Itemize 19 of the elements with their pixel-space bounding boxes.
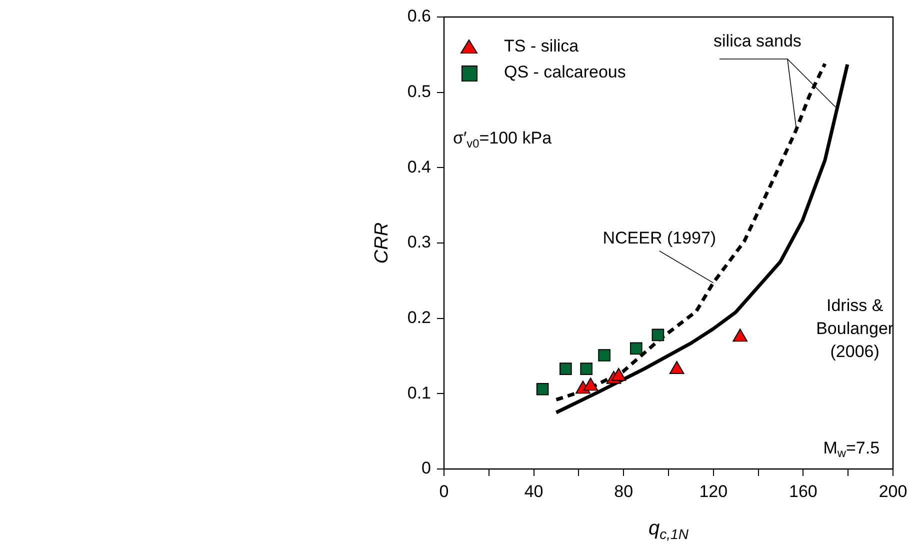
y-tick-label: 0.4 [407, 157, 431, 176]
x-tick-label: 160 [789, 482, 818, 501]
x-tick-label: 200 [878, 482, 908, 501]
annotation: Idriss & Boulanger (2006) [816, 296, 894, 361]
x-tick-label: 80 [614, 482, 634, 501]
legend-label: TS - silica [504, 36, 580, 56]
x-tick-label: 0 [439, 482, 449, 501]
annotation: NCEER (1997) [602, 228, 716, 248]
y-tick-label: 0 [422, 458, 431, 478]
y-tick-label: 0.6 [407, 6, 431, 26]
y-axis-title: CRR [371, 222, 392, 264]
y-tick-label: 0.2 [407, 308, 431, 328]
legend-label: QS - calcareous [504, 62, 626, 82]
annotation: silica sands [714, 32, 802, 51]
x-tick-label: 120 [699, 482, 728, 501]
x-tick-label: 40 [524, 482, 544, 501]
y-tick-label: 0.1 [407, 383, 431, 402]
y-tick-label: 0.5 [407, 82, 431, 102]
y-tick-label: 0.3 [407, 232, 431, 252]
